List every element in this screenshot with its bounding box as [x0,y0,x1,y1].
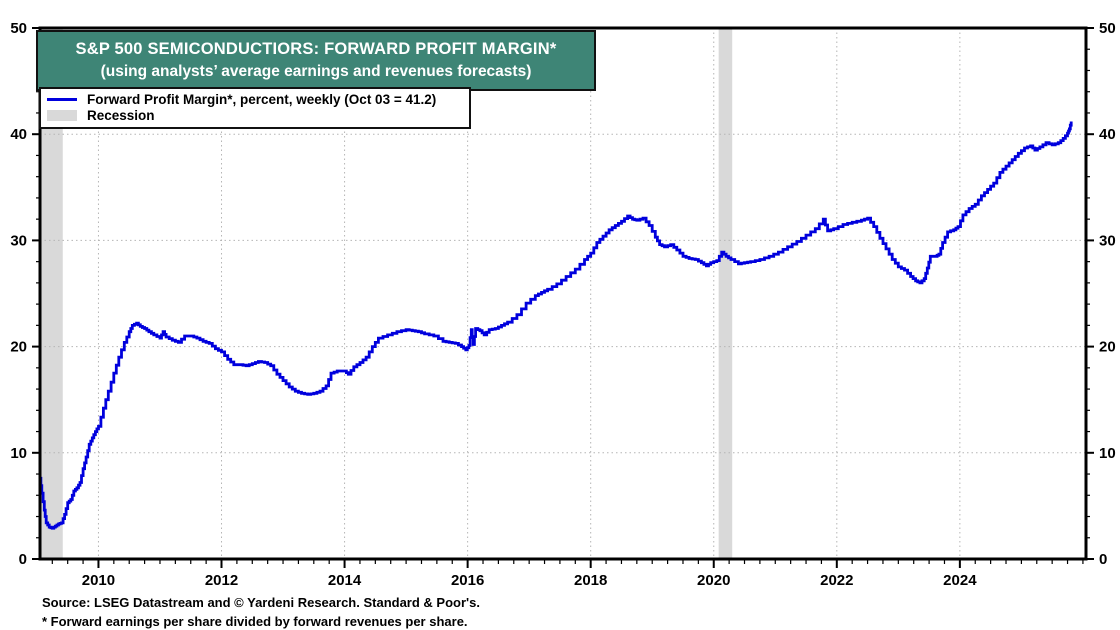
y-axis-label-left: 10 [10,445,27,462]
x-axis-label: 2020 [697,572,730,589]
legend-item-recession: Recession [47,108,463,123]
y-axis-label-left: 40 [10,126,27,143]
legend-item-forward-profit-margin: Forward Profit Margin*, percent, weekly … [47,92,463,107]
legend-label: Forward Profit Margin*, percent, weekly … [87,92,437,107]
x-axis-label: 2010 [82,572,115,589]
line-swatch-icon [47,97,77,102]
x-axis-label: 2018 [574,572,607,589]
y-axis-label-left: 0 [19,551,27,568]
y-axis-label-right: 0 [1099,551,1107,568]
recession-swatch-icon [47,110,77,121]
legend-label: Recession [87,108,155,123]
y-axis-label-right: 30 [1099,232,1116,249]
y-axis-label-right: 20 [1099,339,1116,356]
x-axis-label: 2016 [451,572,484,589]
y-axis-label-right: 40 [1099,126,1116,143]
source-text: Source: LSEG Datastream and © Yardeni Re… [42,595,480,610]
chart-subtitle: (using analysts’ average earnings and re… [100,63,532,80]
recession-band [40,28,63,559]
x-axis-label: 2024 [943,572,977,589]
y-axis-label-left: 30 [10,232,27,249]
recession-band [718,28,733,559]
footnote-text: * Forward earnings per share divided by … [42,614,468,629]
y-axis-label-left: 50 [10,20,27,37]
x-axis-label: 2014 [328,572,362,589]
y-axis-label-right: 50 [1099,20,1116,37]
y-axis-label-right: 10 [1099,445,1116,462]
chart-title: S&P 500 SEMICONDUCTIORS: FORWARD PROFIT … [75,40,557,58]
y-axis-label-left: 20 [10,339,27,356]
x-axis-label: 2012 [205,572,238,589]
data-line-forward-profit-margin [39,121,1073,530]
chart-title-box: S&P 500 SEMICONDUCTIORS: FORWARD PROFIT … [36,30,596,91]
plot-frame [38,26,1088,561]
legend: Forward Profit Margin*, percent, weekly … [39,87,471,129]
x-axis-label: 2022 [820,572,853,589]
